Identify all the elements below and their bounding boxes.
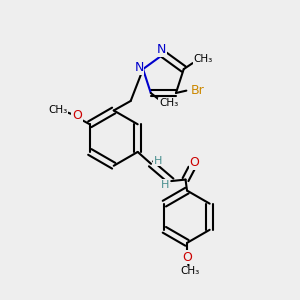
Text: O: O: [182, 250, 192, 264]
Text: N: N: [134, 61, 144, 74]
Text: N: N: [157, 43, 167, 56]
Text: CH₃: CH₃: [49, 105, 68, 115]
Text: CH₃: CH₃: [159, 98, 178, 108]
Text: H: H: [153, 156, 162, 166]
Text: Br: Br: [190, 84, 204, 97]
Text: O: O: [190, 156, 200, 170]
Text: CH₃: CH₃: [194, 54, 213, 64]
Text: O: O: [72, 110, 82, 122]
Text: CH₃: CH₃: [180, 266, 200, 276]
Text: H: H: [161, 180, 170, 190]
